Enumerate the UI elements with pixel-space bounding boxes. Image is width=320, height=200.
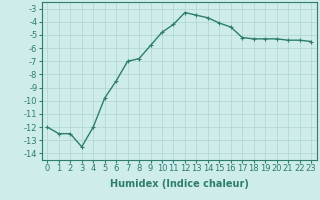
X-axis label: Humidex (Indice chaleur): Humidex (Indice chaleur)	[110, 179, 249, 189]
